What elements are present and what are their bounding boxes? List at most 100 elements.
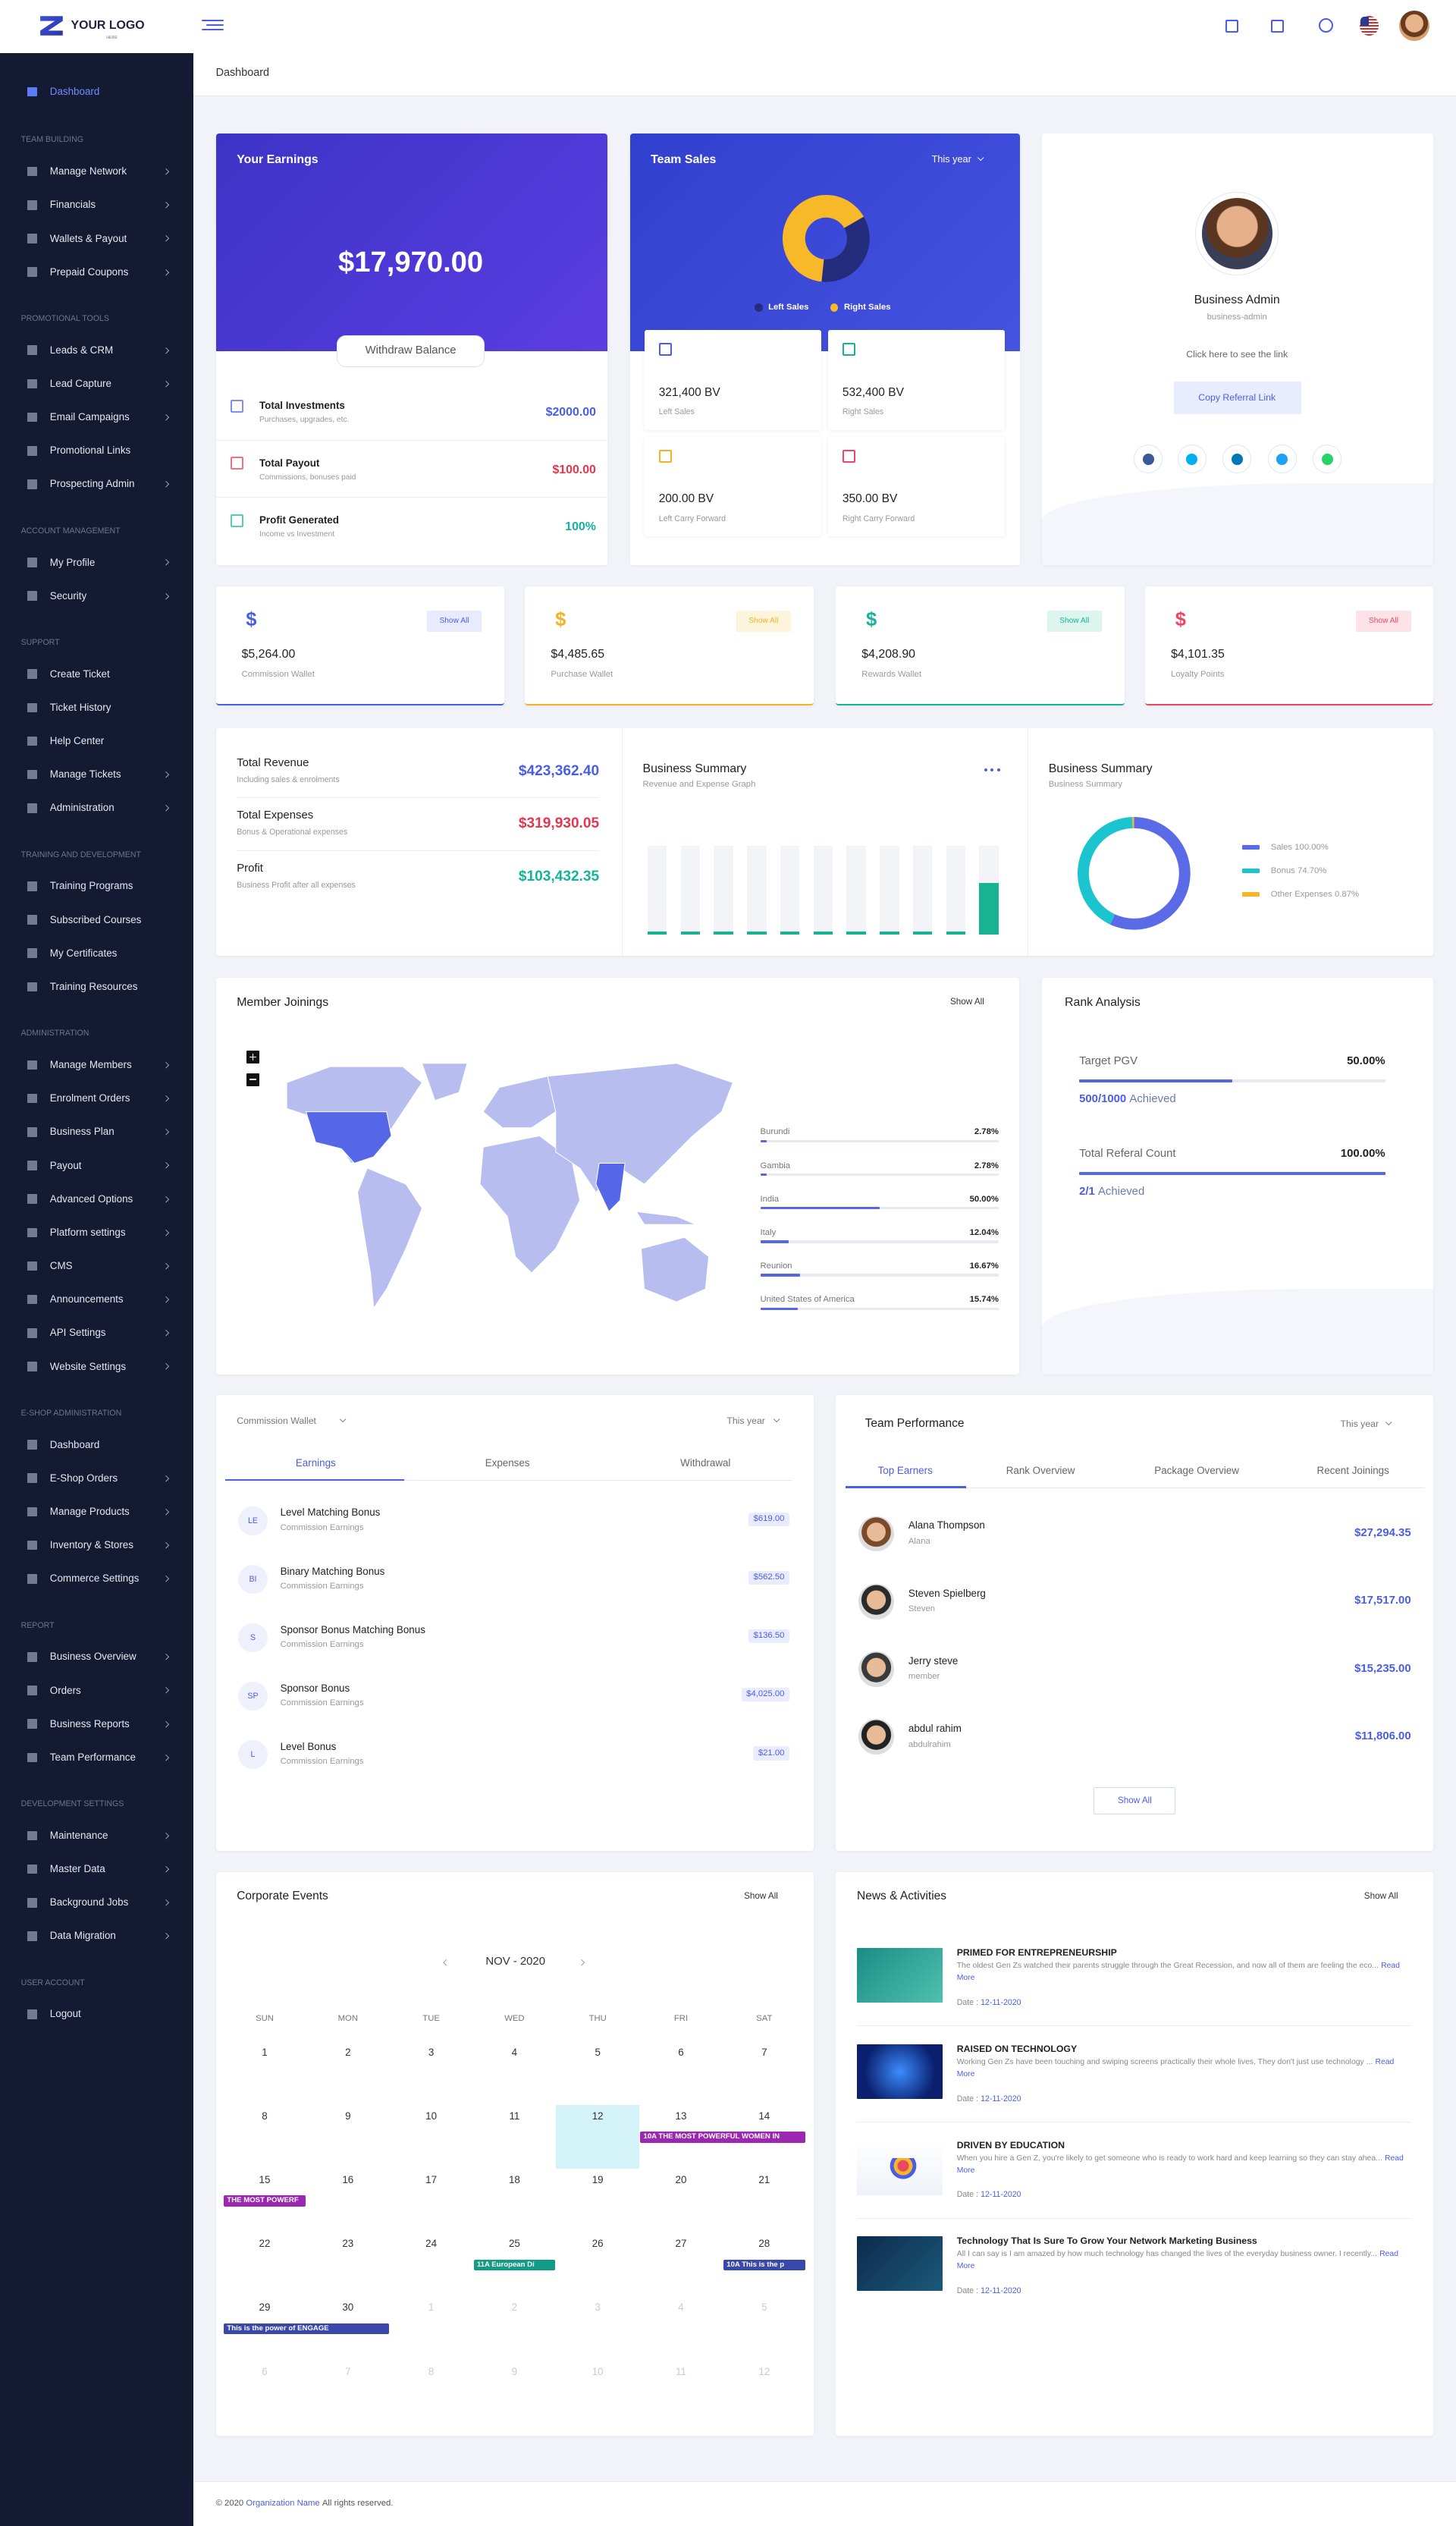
news-title[interactable]: DRIVEN BY EDUCATION xyxy=(956,2139,1065,2151)
tab[interactable]: Rank Overview xyxy=(1006,1465,1075,1477)
nav-item[interactable]: Inventory & Stores xyxy=(49,1539,133,1551)
referral-button[interactable] xyxy=(1174,382,1302,414)
wallet-badge-label[interactable]: Show All xyxy=(1059,616,1090,625)
nav-item[interactable]: Lead Capture xyxy=(49,377,111,389)
nav-item[interactable]: Maintenance xyxy=(49,1829,108,1841)
nav-item[interactable]: API Settings xyxy=(49,1327,106,1339)
period-select[interactable]: This year xyxy=(931,153,971,165)
calendar-event[interactable]: 11A European Di xyxy=(473,2259,556,2271)
nav-item[interactable]: Business Plan xyxy=(49,1126,115,1138)
withdraw-button[interactable] xyxy=(336,335,485,368)
calendar-event[interactable]: This is the power of ENGAGE xyxy=(224,2323,389,2335)
nav-item[interactable]: Financials xyxy=(49,199,96,211)
tab[interactable]: Earnings xyxy=(295,1456,336,1469)
nav-item[interactable]: Data Migration xyxy=(49,1930,116,1942)
header-icon[interactable] xyxy=(1225,19,1239,33)
profile-hint[interactable]: Click here to see the link xyxy=(1186,348,1288,360)
show-all[interactable]: Show All xyxy=(744,1890,778,1901)
nav-item[interactable]: CMS xyxy=(49,1260,73,1271)
menu-icon-line[interactable] xyxy=(201,29,224,31)
tab[interactable]: Expenses xyxy=(485,1456,530,1469)
nav-item[interactable]: Platform settings xyxy=(49,1226,126,1238)
nav-item[interactable]: Dashboard xyxy=(49,1438,100,1450)
wallet-badge[interactable] xyxy=(736,611,791,632)
nav-item[interactable]: Wallets & Payout xyxy=(49,232,127,244)
period-select[interactable]: This year xyxy=(726,1415,765,1426)
nav-item[interactable]: Subscribed Courses xyxy=(49,913,142,925)
calendar-event[interactable]: 10A THE MOST POWERFUL WOMEN IN xyxy=(640,2132,805,2144)
nav-item[interactable]: My Certificates xyxy=(49,947,118,959)
country-label: India xyxy=(760,1194,780,1204)
nav-item[interactable]: Promotional Links xyxy=(49,445,131,457)
nav-item[interactable]: Dashboard xyxy=(49,86,100,97)
nav-item[interactable]: Administration xyxy=(49,802,115,814)
calendar-event[interactable]: THE MOST POWERF xyxy=(224,2195,306,2207)
wallet-select[interactable]: Commission Wallet xyxy=(237,1415,316,1426)
wallet-badge[interactable] xyxy=(1046,611,1102,632)
nav-item[interactable]: Help Center xyxy=(49,735,105,746)
menu-icon-line[interactable] xyxy=(201,19,224,21)
organization-link[interactable]: Organization Name xyxy=(246,2499,320,2509)
nav-item[interactable]: Enrolment Orders xyxy=(49,1092,130,1104)
nav-item[interactable]: Prepaid Coupons xyxy=(49,265,129,278)
tab[interactable]: Withdrawal xyxy=(680,1456,731,1469)
bar xyxy=(880,932,899,935)
read-more[interactable]: Read More xyxy=(956,2057,1395,2078)
nav-item[interactable]: My Profile xyxy=(49,556,96,568)
header-icon[interactable] xyxy=(1270,19,1284,33)
nav-item[interactable]: Commerce Settings xyxy=(49,1572,140,1585)
card-title: Business Summary xyxy=(642,762,747,775)
calendar-event[interactable]: 10A This is the p xyxy=(723,2259,805,2271)
nav-item[interactable]: Training Resources xyxy=(49,980,138,992)
nav-item[interactable]: Website Settings xyxy=(49,1360,127,1372)
tab[interactable]: Recent Joinings xyxy=(1316,1465,1389,1477)
nav-item[interactable]: Announcements xyxy=(49,1293,124,1305)
nav-item[interactable]: Prospecting Admin xyxy=(49,478,135,490)
menu-icon-line[interactable] xyxy=(206,24,224,27)
wallet-badge-label[interactable]: Show All xyxy=(1368,616,1399,625)
show-all-label[interactable]: Show All xyxy=(1117,1795,1152,1805)
show-all[interactable]: Show All xyxy=(949,997,984,1007)
nav-item[interactable]: Training Programs xyxy=(49,880,133,892)
tab-active-line xyxy=(846,1486,967,1488)
nav-item[interactable]: Manage Network xyxy=(49,165,127,178)
nav-item[interactable]: Security xyxy=(49,589,87,602)
wallet-badge[interactable] xyxy=(1356,611,1411,632)
nav-item[interactable]: Logout xyxy=(49,2008,81,2020)
show-all-button[interactable] xyxy=(1094,1786,1176,1814)
read-more[interactable]: Read More xyxy=(956,2154,1404,2175)
nav-item[interactable]: Manage Products xyxy=(49,1505,130,1517)
calendar-day: 3 xyxy=(428,2046,435,2058)
withdraw-label[interactable]: Withdraw Balance xyxy=(365,344,457,357)
nav-item[interactable]: Leads & CRM xyxy=(49,344,114,356)
nav-item[interactable]: Payout xyxy=(49,1159,82,1171)
nav-item[interactable]: E-Shop Orders xyxy=(49,1472,118,1484)
nav-item[interactable]: Team Performance xyxy=(49,1751,136,1763)
nav-item[interactable]: Manage Tickets xyxy=(49,768,121,781)
period-select[interactable]: This year xyxy=(1340,1419,1379,1430)
nav-item[interactable]: Create Ticket xyxy=(49,668,110,680)
nav-item[interactable]: Background Jobs xyxy=(49,1896,129,1909)
nav-item[interactable]: Master Data xyxy=(49,1863,105,1874)
nav-item[interactable]: Advanced Options xyxy=(49,1192,133,1205)
news-title[interactable]: PRIMED FOR ENTREPRENEURSHIP xyxy=(956,1946,1117,1958)
news-title[interactable]: RAISED ON TECHNOLOGY xyxy=(956,2043,1078,2054)
nav-item[interactable]: Business Reports xyxy=(49,1717,130,1730)
read-more[interactable]: Read More xyxy=(956,2250,1398,2271)
nav-item[interactable]: Business Overview xyxy=(49,1651,136,1663)
news-title[interactable]: Technology That Is Sure To Grow Your Net… xyxy=(956,2235,1257,2247)
read-more[interactable]: Read More xyxy=(956,1961,1400,1982)
wallet-badge-label[interactable]: Show All xyxy=(748,616,779,625)
nav-prev[interactable] xyxy=(441,1956,454,1969)
nav-item[interactable]: Manage Members xyxy=(49,1058,132,1070)
wallet-badge[interactable] xyxy=(426,611,482,632)
show-all[interactable]: Show All xyxy=(1363,1890,1398,1901)
tab[interactable]: Top Earners xyxy=(877,1465,933,1477)
nav-item[interactable]: Ticket History xyxy=(49,701,111,713)
wallet-badge-label[interactable]: Show All xyxy=(439,616,469,625)
sidebar xyxy=(0,53,193,2526)
referral-label[interactable]: Copy Referral Link xyxy=(1198,392,1276,404)
tab[interactable]: Package Overview xyxy=(1154,1465,1239,1477)
nav-item[interactable]: Email Campaigns xyxy=(49,411,130,423)
nav-item[interactable]: Orders xyxy=(49,1684,81,1696)
